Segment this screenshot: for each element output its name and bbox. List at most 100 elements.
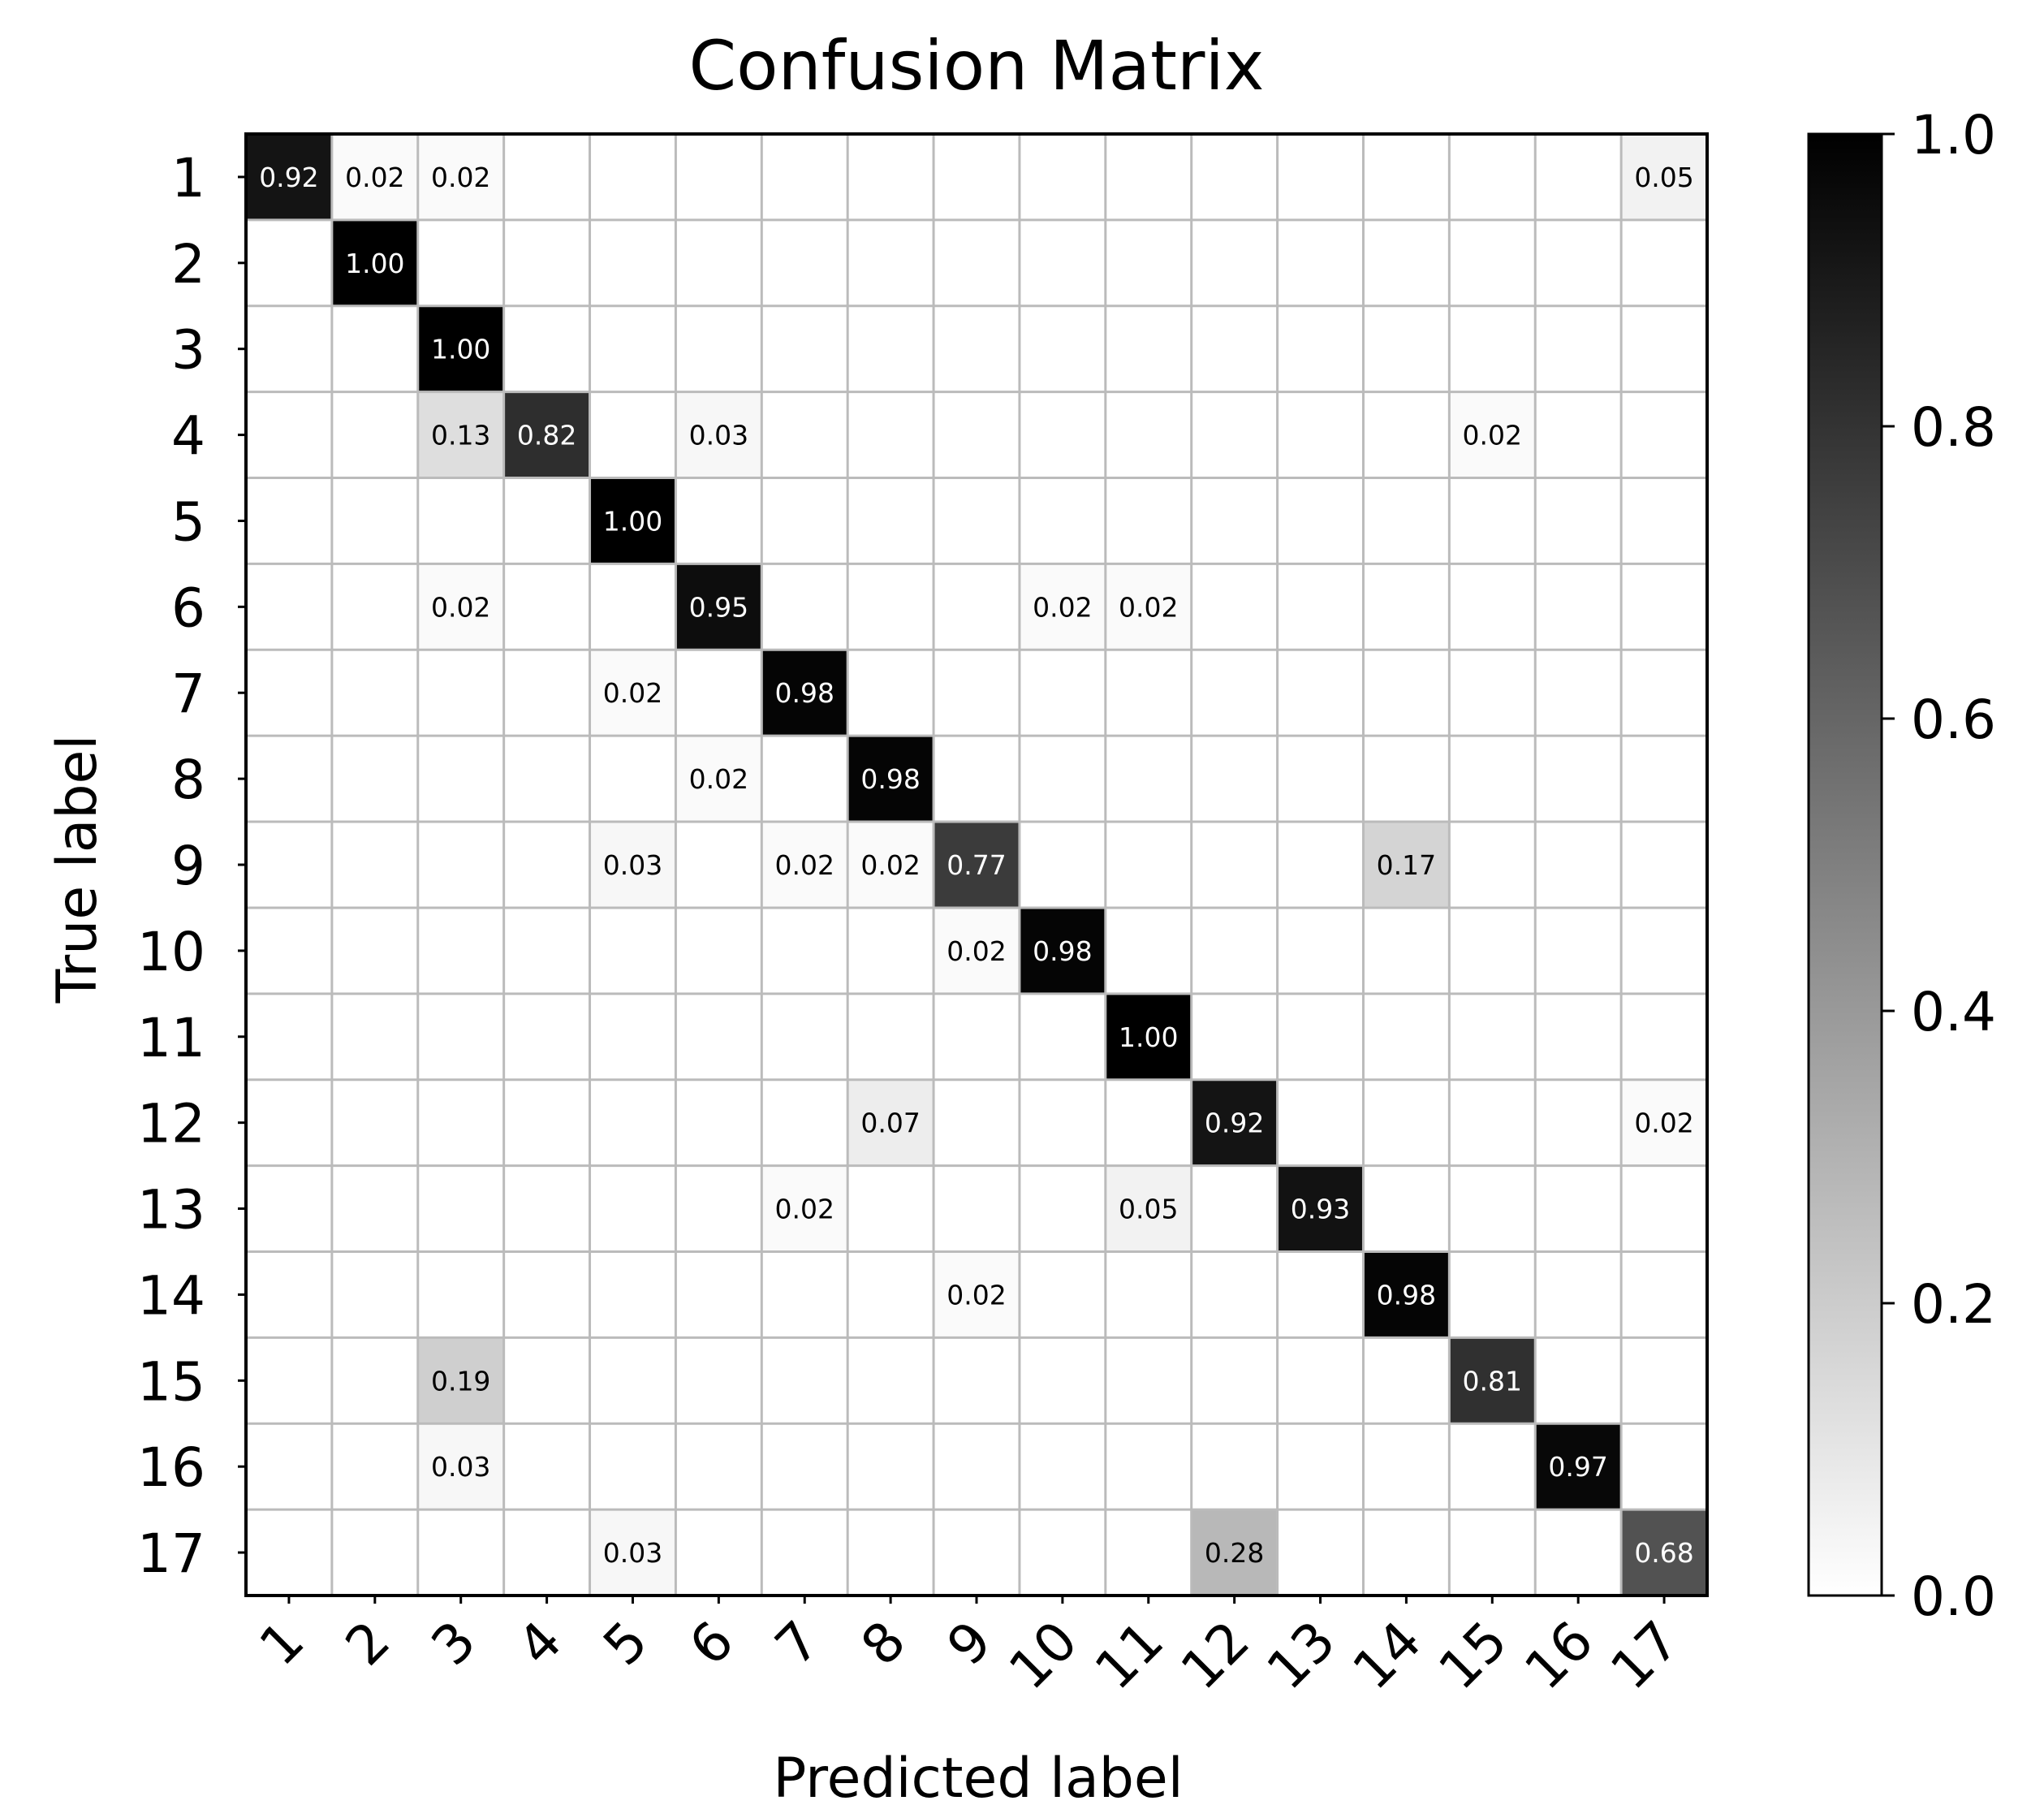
y-tick-label: 6 (171, 576, 205, 639)
heatmap-cell (1191, 1079, 1278, 1166)
heatmap-cell (417, 391, 504, 478)
cell-value-label: 0.02 (431, 162, 490, 193)
cell-value-label: 0.77 (947, 849, 1006, 881)
cell-value-labels: 0.92 0.02 0.02 0.05 1.00 1.00 0.13 0.82 0.03 0.02… (259, 162, 1694, 1569)
x-tick-label: 2 (334, 1609, 402, 1678)
heatmap-cell (417, 134, 504, 220)
heatmap-cell (503, 391, 590, 478)
heatmap-cell (934, 822, 1020, 908)
cell-value-label: 0.95 (689, 591, 748, 623)
y-tick-label: 17 (137, 1522, 205, 1585)
cell-value-label: 0.92 (259, 162, 318, 193)
cell-value-label: 0.98 (774, 677, 834, 709)
x-tick-label: 11 (1083, 1609, 1175, 1702)
x-tick-label: 17 (1599, 1609, 1692, 1702)
cell-value-label: 0.68 (1634, 1537, 1693, 1569)
heatmap-grid (246, 134, 1707, 1596)
heatmap-cell (847, 736, 934, 823)
cell-value-label: 0.02 (947, 1279, 1006, 1311)
cell-value-label: 0.03 (603, 849, 662, 881)
cell-value-label: 0.02 (345, 162, 404, 193)
colorbar-tick-label: 0.2 (1911, 1273, 1996, 1336)
cell-value-label: 0.02 (431, 591, 490, 623)
x-tick-label: 3 (420, 1609, 488, 1678)
heatmap-cell (589, 1509, 676, 1596)
cell-value-label: 0.02 (947, 935, 1006, 967)
cell-value-label: 0.17 (1377, 849, 1436, 881)
heatmap-cell (1621, 134, 1707, 220)
y-tick-label: 2 (171, 233, 205, 296)
colorbar-tick-label: 0.0 (1911, 1565, 1996, 1628)
y-tick-label: 9 (171, 835, 205, 897)
heatmap-cell (589, 650, 676, 736)
cell-value-label: 0.02 (1634, 1108, 1693, 1139)
heatmap-cell (934, 1251, 1020, 1338)
cell-value-label: 0.13 (431, 420, 490, 451)
x-tick-label: 14 (1341, 1609, 1434, 1702)
cell-value-label: 0.02 (1033, 591, 1092, 623)
y-tick-label: 3 (171, 319, 205, 382)
heatmap-cell (675, 391, 762, 478)
heatmap-cell (417, 564, 504, 650)
heatmap-cell (1191, 1509, 1278, 1596)
cell-value-label: 0.05 (1634, 162, 1693, 193)
cell-value-label: 0.98 (1377, 1279, 1436, 1311)
heatmap-cell (761, 650, 848, 736)
heatmap-cell (589, 822, 676, 908)
cell-value-label: 0.02 (860, 849, 920, 881)
cell-value-label: 0.02 (1463, 420, 1522, 451)
cell-value-label: 1.00 (1119, 1021, 1178, 1053)
y-tick-label: 15 (137, 1350, 205, 1413)
heatmap-cell (761, 822, 848, 908)
cell-value-label: 0.03 (431, 1451, 490, 1483)
heatmap-cell (417, 1337, 504, 1424)
chart-title: Confusion Matrix (688, 26, 1265, 106)
heatmap-cell (1621, 1509, 1707, 1596)
y-tick-label: 7 (171, 663, 205, 725)
x-tick-label: 16 (1513, 1609, 1606, 1702)
colorbar-tick-label: 1.0 (1911, 104, 1996, 166)
x-tick-label: 4 (506, 1609, 574, 1678)
colorbar-tick-label: 0.6 (1911, 689, 1996, 751)
heatmap-cell (246, 134, 332, 220)
heatmap-cell (1449, 1337, 1536, 1424)
cell-value-label: 0.02 (689, 763, 748, 795)
heatmap-cells (246, 134, 1707, 1596)
colorbar-tick-label: 0.8 (1911, 396, 1996, 459)
cell-value-label: 0.28 (1205, 1537, 1264, 1569)
y-tick-label: 5 (171, 490, 205, 553)
cell-value-label: 0.97 (1548, 1451, 1607, 1483)
y-tick-label: 10 (137, 921, 205, 983)
heatmap-cell (1105, 1165, 1192, 1252)
y-tick-label: 13 (137, 1179, 205, 1242)
heatmap-cell (331, 219, 418, 306)
heatmap-cell (1019, 564, 1106, 650)
cell-value-label: 0.02 (1119, 591, 1178, 623)
y-tick-label: 12 (137, 1093, 205, 1155)
heatmap-cell (1449, 391, 1536, 478)
cell-value-label: 0.93 (1291, 1194, 1350, 1225)
heatmap-cell (1363, 1251, 1450, 1338)
y-tick-label: 16 (137, 1436, 205, 1499)
heatmap-cell (331, 134, 418, 220)
cell-value-label: 0.02 (774, 849, 834, 881)
heatmap-cell (1019, 907, 1106, 994)
heatmap-cell (675, 564, 762, 650)
cell-value-label: 0.07 (860, 1108, 920, 1139)
cell-value-label: 0.82 (517, 420, 576, 451)
cell-value-label: 0.02 (603, 677, 662, 709)
x-tick-label: 13 (1255, 1609, 1348, 1702)
x-tick-label: 5 (592, 1609, 660, 1678)
cell-value-label: 1.00 (345, 248, 404, 279)
heatmap-cell (1277, 1165, 1364, 1252)
heatmap-cell (1621, 1079, 1707, 1166)
x-tick-label: 6 (678, 1609, 746, 1678)
heatmap-cell (675, 736, 762, 823)
heatmap-cell (847, 822, 934, 908)
y-tick-label: 14 (137, 1264, 205, 1327)
colorbar (1807, 132, 1883, 1597)
